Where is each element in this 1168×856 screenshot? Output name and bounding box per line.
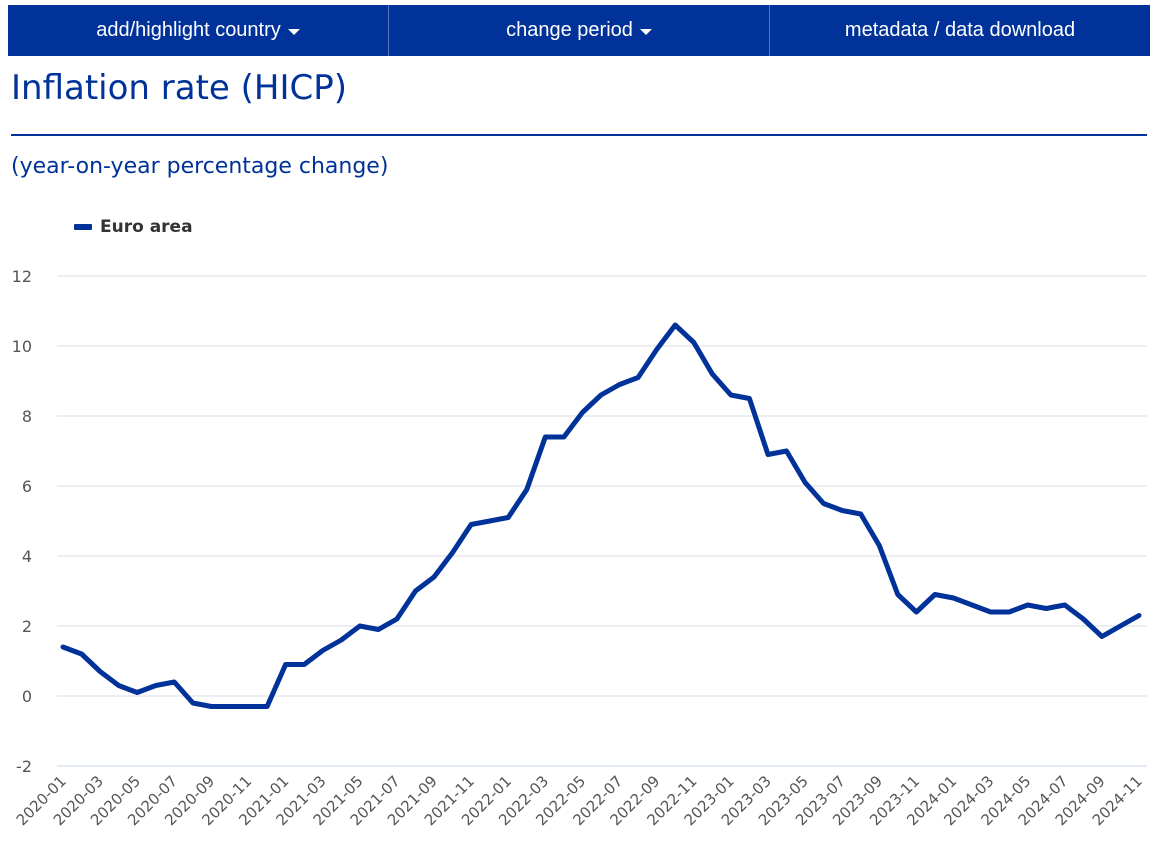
add-highlight-country-button[interactable]: add/highlight country <box>8 5 389 56</box>
add-country-label: add/highlight country <box>96 19 281 41</box>
y-tick-label: -2 <box>16 757 32 776</box>
legend-label: Euro area <box>100 217 193 237</box>
change-period-button[interactable]: change period <box>389 5 770 56</box>
metadata-label: metadata / data download <box>844 19 1076 41</box>
y-tick-label: 6 <box>22 477 32 496</box>
legend-swatch <box>74 224 92 230</box>
y-tick-label: 10 <box>12 337 32 356</box>
nav-bar: add/highlight country change period meta… <box>8 5 1150 56</box>
caret-down-icon <box>287 29 300 35</box>
y-tick-label: 0 <box>22 687 32 706</box>
series-line-euro-area <box>60 322 1142 709</box>
y-tick-label: 12 <box>12 267 32 286</box>
y-tick-label: 4 <box>22 547 32 566</box>
caret-down-icon <box>639 29 652 35</box>
title-divider <box>11 134 1147 136</box>
legend-item-euro-area[interactable]: Euro area <box>74 217 193 237</box>
y-tick-label: 8 <box>22 407 32 426</box>
change-period-label: change period <box>506 19 633 41</box>
page-title: Inflation rate (HICP) <box>11 68 347 108</box>
chart-subtitle: (year-on-year percentage change) <box>11 154 389 179</box>
metadata-download-button[interactable]: metadata / data download <box>770 5 1150 56</box>
y-tick-label: 2 <box>22 617 32 636</box>
